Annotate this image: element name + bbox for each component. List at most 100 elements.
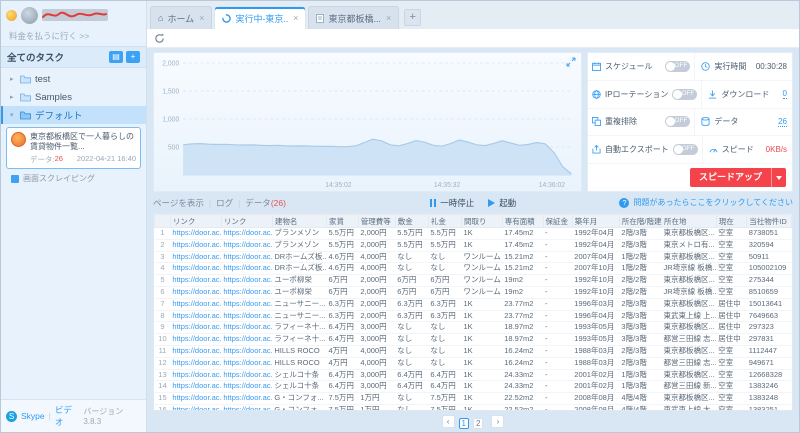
column-header[interactable]: 建物名 [271,214,327,228]
show-page-link[interactable]: ページを表示 [153,197,204,208]
table-row[interactable]: 6 https://door.ac... https://door.ac... ユーポ… [154,286,792,299]
link-cell[interactable]: https://door.ac... [170,251,222,264]
table-row[interactable]: 3 https://door.ac... https://door.ac... DRホ… [154,251,792,264]
link-cell[interactable]: https://door.ac... [221,298,273,311]
avatar[interactable] [21,6,38,24]
link-cell[interactable]: https://door.ac... [221,286,273,299]
tree-item-test[interactable]: ▸ test [1,70,146,88]
speed-up-button[interactable]: スピードアップ [689,168,786,187]
link-cell[interactable]: https://door.ac... [170,298,222,311]
caret-icon[interactable]: ▾ [10,112,14,119]
user-profile[interactable] [1,1,146,29]
table-row[interactable]: 12 https://door.ac... https://door.ac... HI… [154,357,792,370]
start-button[interactable]: 起動 [488,197,516,209]
prev-page-button[interactable]: ‹ [441,415,455,428]
column-header[interactable]: リンク [220,214,273,228]
schedule-toggle[interactable]: OFF [665,60,691,72]
column-header[interactable]: 礼金 [427,214,462,228]
table-row[interactable]: 13 https://door.ac... https://door.ac... シェ… [154,369,792,382]
close-tab-icon[interactable]: × [293,13,299,23]
caret-icon[interactable]: ▸ [10,76,14,83]
new-tab-button[interactable]: + [404,9,422,26]
link-cell[interactable]: https://door.ac... [221,357,273,370]
log-link[interactable]: ログ [216,197,234,208]
column-header[interactable]: 現在 [715,214,748,228]
table-row[interactable]: 4 https://door.ac... https://door.ac... DRホ… [154,262,792,276]
link-cell[interactable]: https://door.ac... [170,369,222,382]
column-header[interactable]: 所在階/階建 [618,214,662,228]
table-row[interactable]: 16 https://door.ac... https://door.ac... G・… [154,404,792,410]
link-cell[interactable]: https://door.ac... [170,227,222,240]
link-cell[interactable]: https://door.ac... [221,392,273,405]
task-card[interactable]: 東京都板橋区で一人暮らしの賃貸物件一覧... データ: 26 2022-04-21… [6,127,141,169]
column-header[interactable]: 所在地 [660,214,717,228]
link-cell[interactable]: https://door.ac... [170,345,222,358]
column-header[interactable]: 専有面積 [501,214,544,228]
table-row[interactable]: 1 https://door.ac... https://door.ac... ブラン… [154,227,792,240]
data-tab-link[interactable]: データ(26) [245,197,286,208]
link-cell[interactable]: https://door.ac... [221,369,273,382]
table-row[interactable]: 15 https://door.ac... https://door.ac... G・… [154,392,792,405]
column-header[interactable]: 管理費等 [357,214,396,228]
link-cell[interactable]: https://door.ac... [170,310,222,323]
link-cell[interactable]: https://door.ac... [221,274,273,287]
link-cell[interactable]: https://door.ac... [170,239,222,252]
tree-item-default[interactable]: ▾ デフォルト [1,106,146,124]
tab-home[interactable]: ⌂ ホーム × [150,6,213,29]
add-task-group-button[interactable]: + [126,51,140,63]
link-cell[interactable]: https://door.ac... [221,345,273,358]
link-cell[interactable]: https://door.ac... [221,262,273,276]
tab-data-task[interactable]: 東京都板橋... × [308,6,400,29]
link-cell[interactable]: https://door.ac... [170,286,222,299]
link-cell[interactable]: https://door.ac... [170,321,222,335]
task-list-button[interactable]: ▤ [109,51,123,63]
link-cell[interactable]: https://door.ac... [221,321,273,335]
link-cell[interactable]: https://door.ac... [221,380,273,394]
link-cell[interactable]: https://door.ac... [221,310,273,323]
table-row[interactable]: 10 https://door.ac... https://door.ac... ラフ… [154,333,792,346]
page-button[interactable]: 2 [473,417,484,429]
video-link[interactable]: ビデオ [54,405,72,427]
column-header[interactable]: 敷金 [394,214,429,228]
link-cell[interactable]: https://door.ac... [221,333,273,346]
column-header[interactable]: 間取り [460,214,503,228]
table-row[interactable]: 5 https://door.ac... https://door.ac... ユーポ… [154,274,792,287]
link-cell[interactable]: https://door.ac... [170,404,222,410]
skype-link[interactable]: Skype [21,411,45,421]
link-cell[interactable]: https://door.ac... [170,380,222,394]
link-cell[interactable]: https://door.ac... [221,251,273,264]
table-row[interactable]: 9 https://door.ac... https://door.ac... ラフィ… [154,321,792,335]
link-cell[interactable]: https://door.ac... [170,392,222,405]
link-cell[interactable]: https://door.ac... [221,239,273,252]
close-tab-icon[interactable]: × [385,13,392,23]
column-header[interactable]: 当社物件ID [746,214,792,228]
link-cell[interactable]: https://door.ac... [170,262,222,276]
skype-icon[interactable]: S [6,410,17,422]
expand-chart-icon[interactable] [566,57,576,67]
table-row[interactable]: 7 https://door.ac... https://door.ac... ニュー… [154,298,792,311]
dedup-toggle[interactable]: OFF [665,116,691,128]
go-to-payment-link[interactable]: 料金を払うに行く >> [9,31,90,41]
column-header[interactable]: 家賃 [325,214,359,228]
close-tab-icon[interactable]: × [199,13,205,23]
auto-export-toggle[interactable]: OFF [672,144,698,156]
table-row[interactable]: 8 https://door.ac... https://door.ac... ニュー… [154,310,792,323]
column-header[interactable]: 築年月 [571,214,620,228]
table-row[interactable]: 14 https://door.ac... https://door.ac... シェ… [154,380,792,394]
speed-up-dropdown[interactable] [771,168,786,187]
table-row[interactable]: 2 https://door.ac... https://door.ac... ブラン… [154,239,792,252]
caret-icon[interactable]: ▸ [10,94,14,101]
refresh-icon[interactable] [154,33,165,44]
link-cell[interactable]: https://door.ac... [221,227,273,240]
help-link[interactable]: ? 問題があったらここをクリックしてください [516,197,793,208]
pause-button[interactable]: 一時停止 [429,197,474,209]
link-cell[interactable]: https://door.ac... [221,404,273,410]
download-count[interactable]: 0 [782,89,787,100]
page-button[interactable]: 1 [458,417,469,429]
ip-rotation-toggle[interactable]: OFF [672,88,698,100]
link-cell[interactable]: https://door.ac... [170,357,222,370]
column-header[interactable]: リンク [169,214,222,228]
table-row[interactable]: 11 https://door.ac... https://door.ac... HI… [154,345,792,358]
link-cell[interactable]: https://door.ac... [170,274,222,287]
next-page-button[interactable]: › [491,415,505,428]
